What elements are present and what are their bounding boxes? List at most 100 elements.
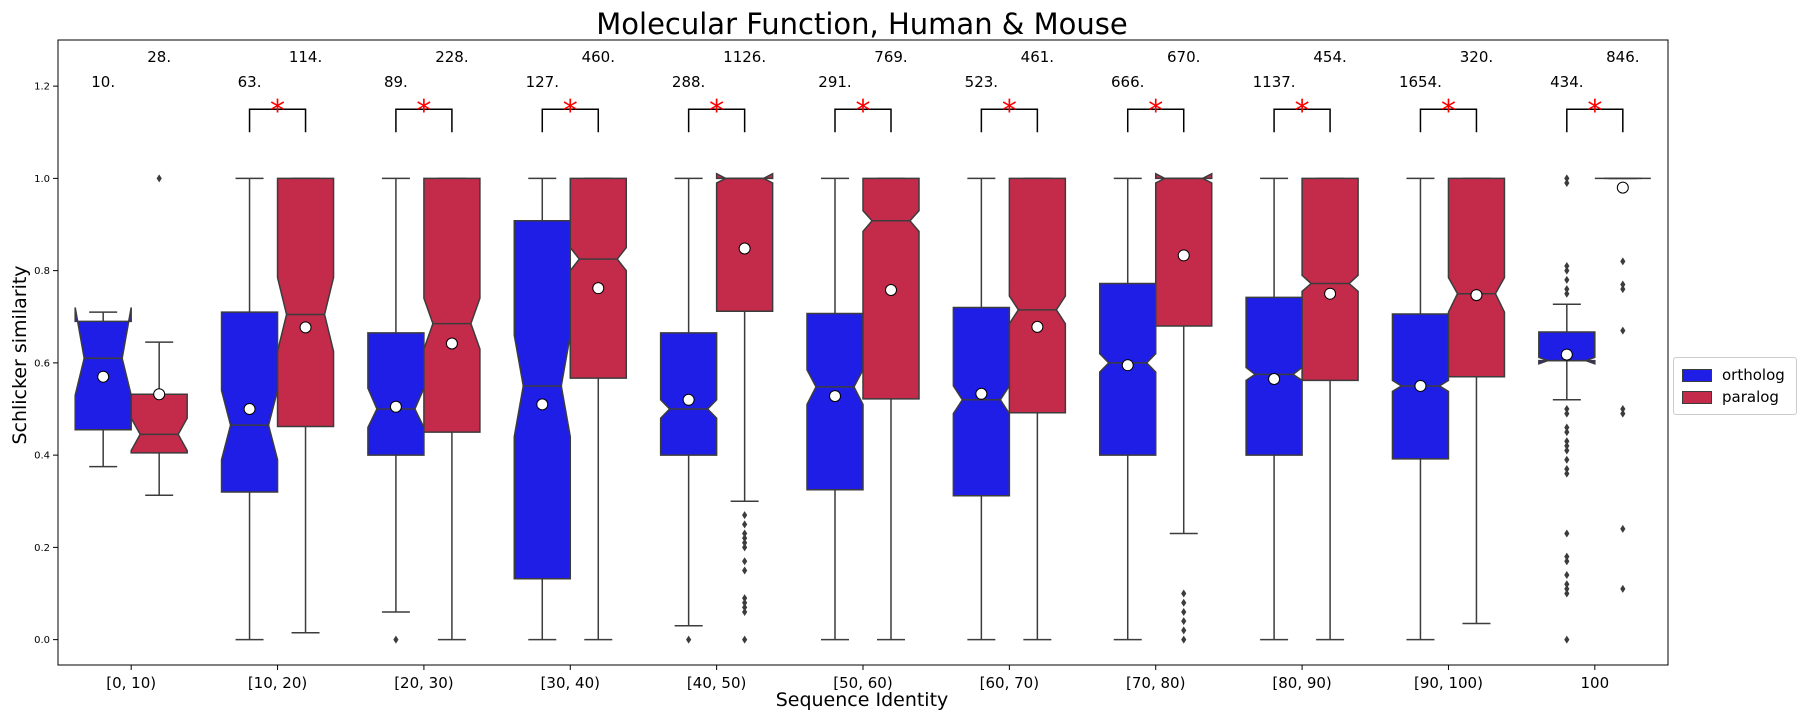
- ortholog-outlier: [1564, 423, 1570, 432]
- ortholog-mean-marker: [243, 403, 256, 416]
- significance-star: *: [270, 94, 285, 129]
- ortholog-box-group: [220, 177, 279, 641]
- paralog-box: [130, 393, 188, 454]
- x-tick-label: [50, 60): [833, 674, 892, 692]
- significance-bracket: [1126, 108, 1185, 133]
- paralog-box-group: [715, 172, 774, 644]
- ortholog-outlier: [1564, 446, 1570, 455]
- ortholog-count-label: 288.: [672, 73, 705, 91]
- paralog-outlier: [1181, 635, 1187, 644]
- ortholog-box-group: [513, 177, 572, 641]
- ortholog-mean-marker: [536, 398, 549, 411]
- significance-bracket: [541, 108, 600, 133]
- ortholog-count-label: 1654.: [1399, 73, 1442, 91]
- ortholog-outlier: [1564, 174, 1570, 183]
- ortholog-outlier: [1564, 469, 1570, 478]
- paralog-outlier: [742, 566, 748, 575]
- x-tick-label: [60, 70): [980, 674, 1039, 692]
- legend-label-ortholog: ortholog: [1722, 366, 1785, 384]
- ortholog-outlier: [1564, 275, 1570, 284]
- paralog-outlier: [742, 538, 748, 547]
- paralog-mean-marker: [1616, 181, 1629, 194]
- ortholog-outlier: [1564, 428, 1570, 437]
- x-axis-label: Sequence Identity: [776, 689, 949, 711]
- ortholog-mean-marker: [682, 393, 695, 406]
- x-tick-label: [70, 80): [1126, 674, 1185, 692]
- x-tick-label: [30, 40): [541, 674, 600, 692]
- y-tick-label: 0.0: [34, 635, 50, 646]
- legend: ortholog paralog: [1673, 357, 1797, 415]
- ortholog-box-group: [1538, 174, 1596, 644]
- ortholog-outlier: [1564, 580, 1570, 589]
- y-tick-label: 0.2: [34, 543, 50, 554]
- paralog-box: [423, 177, 481, 433]
- paralog-count-label: 1126.: [723, 48, 766, 66]
- paralog-box-group: [1594, 177, 1651, 593]
- significance-star: *: [1587, 94, 1602, 129]
- ortholog-outlier: [1564, 552, 1570, 561]
- ortholog-box-group: [367, 177, 425, 644]
- paralog-mean-marker: [1470, 289, 1483, 302]
- paralog-mean-marker: [1324, 287, 1337, 300]
- ortholog-box: [952, 306, 1011, 497]
- x-tick-label: [90, 100): [1414, 674, 1483, 692]
- significance-star: *: [1295, 94, 1310, 129]
- paralog-box-group: [1154, 172, 1213, 644]
- paralog-outlier: [1620, 405, 1626, 414]
- paralog-outlier: [742, 529, 748, 538]
- ortholog-box-group: [1098, 177, 1157, 641]
- ortholog-box: [1538, 331, 1596, 365]
- legend-swatch-ortholog: [1682, 368, 1712, 382]
- ortholog-mean-marker: [97, 370, 110, 383]
- ortholog-count-label: 291.: [818, 73, 851, 91]
- ortholog-mean-marker: [1268, 373, 1281, 386]
- paralog-outlier: [742, 603, 748, 612]
- y-tick-label: 0.6: [34, 358, 50, 369]
- legend-label-paralog: paralog: [1722, 388, 1779, 406]
- ortholog-box: [220, 311, 279, 493]
- ortholog-outlier: [1564, 409, 1570, 418]
- significance-bracket: [1566, 108, 1624, 133]
- paralog-count-label: 28.: [147, 48, 171, 66]
- ortholog-outlier: [1564, 266, 1570, 275]
- paralog-outlier: [1620, 524, 1626, 533]
- paralog-box-group: [276, 177, 335, 634]
- ortholog-count-label: 1137.: [1253, 73, 1296, 91]
- paralog-outlier: [742, 607, 748, 616]
- paralog-count-label: 228.: [435, 48, 468, 66]
- paralog-count-label: 461.: [1021, 48, 1054, 66]
- paralog-outlier: [742, 594, 748, 603]
- significance-star: *: [563, 94, 578, 129]
- ortholog-box-group: [1245, 177, 1303, 641]
- ortholog-outlier: [1564, 584, 1570, 593]
- paralog-count-label: 769.: [874, 48, 907, 66]
- ortholog-outlier: [393, 635, 399, 644]
- paralog-box-group: [1301, 177, 1359, 641]
- significance-star: *: [1441, 94, 1456, 129]
- paralog-count-label: 320.: [1460, 48, 1493, 66]
- ortholog-outlier: [1564, 437, 1570, 446]
- ortholog-mean-marker: [1414, 379, 1427, 392]
- paralog-box: [1008, 177, 1067, 414]
- ortholog-mean-marker: [1121, 359, 1134, 372]
- significance-star: *: [709, 94, 724, 129]
- y-tick-label: 1.0: [34, 174, 50, 185]
- x-tick-label: 100: [1580, 674, 1609, 692]
- paralog-outlier: [742, 635, 748, 644]
- paralog-outlier: [156, 174, 162, 183]
- paralog-outlier: [742, 520, 748, 529]
- paralog-mean-marker: [738, 242, 751, 255]
- ortholog-box-group: [1391, 177, 1450, 641]
- chart-title: Molecular Function, Human & Mouse: [596, 7, 1127, 41]
- paralog-count-label: 114.: [289, 48, 322, 66]
- paralog-box-group: [862, 177, 920, 641]
- x-tick-label: [40, 50): [687, 674, 746, 692]
- ortholog-outlier: [1564, 441, 1570, 450]
- ortholog-outlier: [1564, 405, 1570, 414]
- paralog-mean-marker: [299, 321, 312, 334]
- ortholog-count-label: 523.: [965, 73, 998, 91]
- ortholog-mean-marker: [389, 400, 402, 413]
- ortholog-outlier: [1564, 571, 1570, 580]
- x-tick-label: [0, 10): [106, 674, 156, 692]
